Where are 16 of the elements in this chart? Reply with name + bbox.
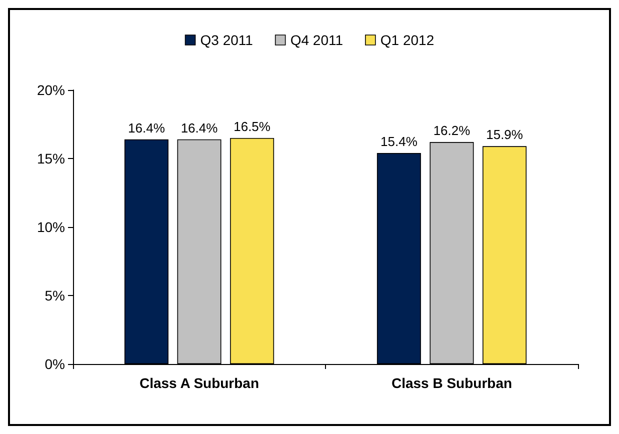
text: 16.4% [180, 120, 218, 136]
legend-label: Q1 2012 [380, 32, 434, 48]
y-tick-label: 10% [36, 219, 65, 235]
text: 15.4% [380, 134, 418, 150]
text: 16.5% [234, 118, 270, 134]
x-tick-label: Class A Suburban [139, 375, 260, 391]
text: 15.9% [486, 127, 523, 142]
y-tick-label: 15% [36, 150, 65, 166]
legend-label: Q4 2011 [290, 32, 344, 48]
legend-label: Q3 2011 [200, 32, 254, 48]
text: 16.4% [128, 120, 165, 136]
x-tick-label: Class B Suburban [391, 375, 512, 391]
y-tick-label: 20% [36, 82, 65, 98]
text: 16.2% [433, 123, 470, 138]
y-tick-label: 5% [44, 288, 65, 304]
y-tick-label: 0% [44, 356, 65, 372]
